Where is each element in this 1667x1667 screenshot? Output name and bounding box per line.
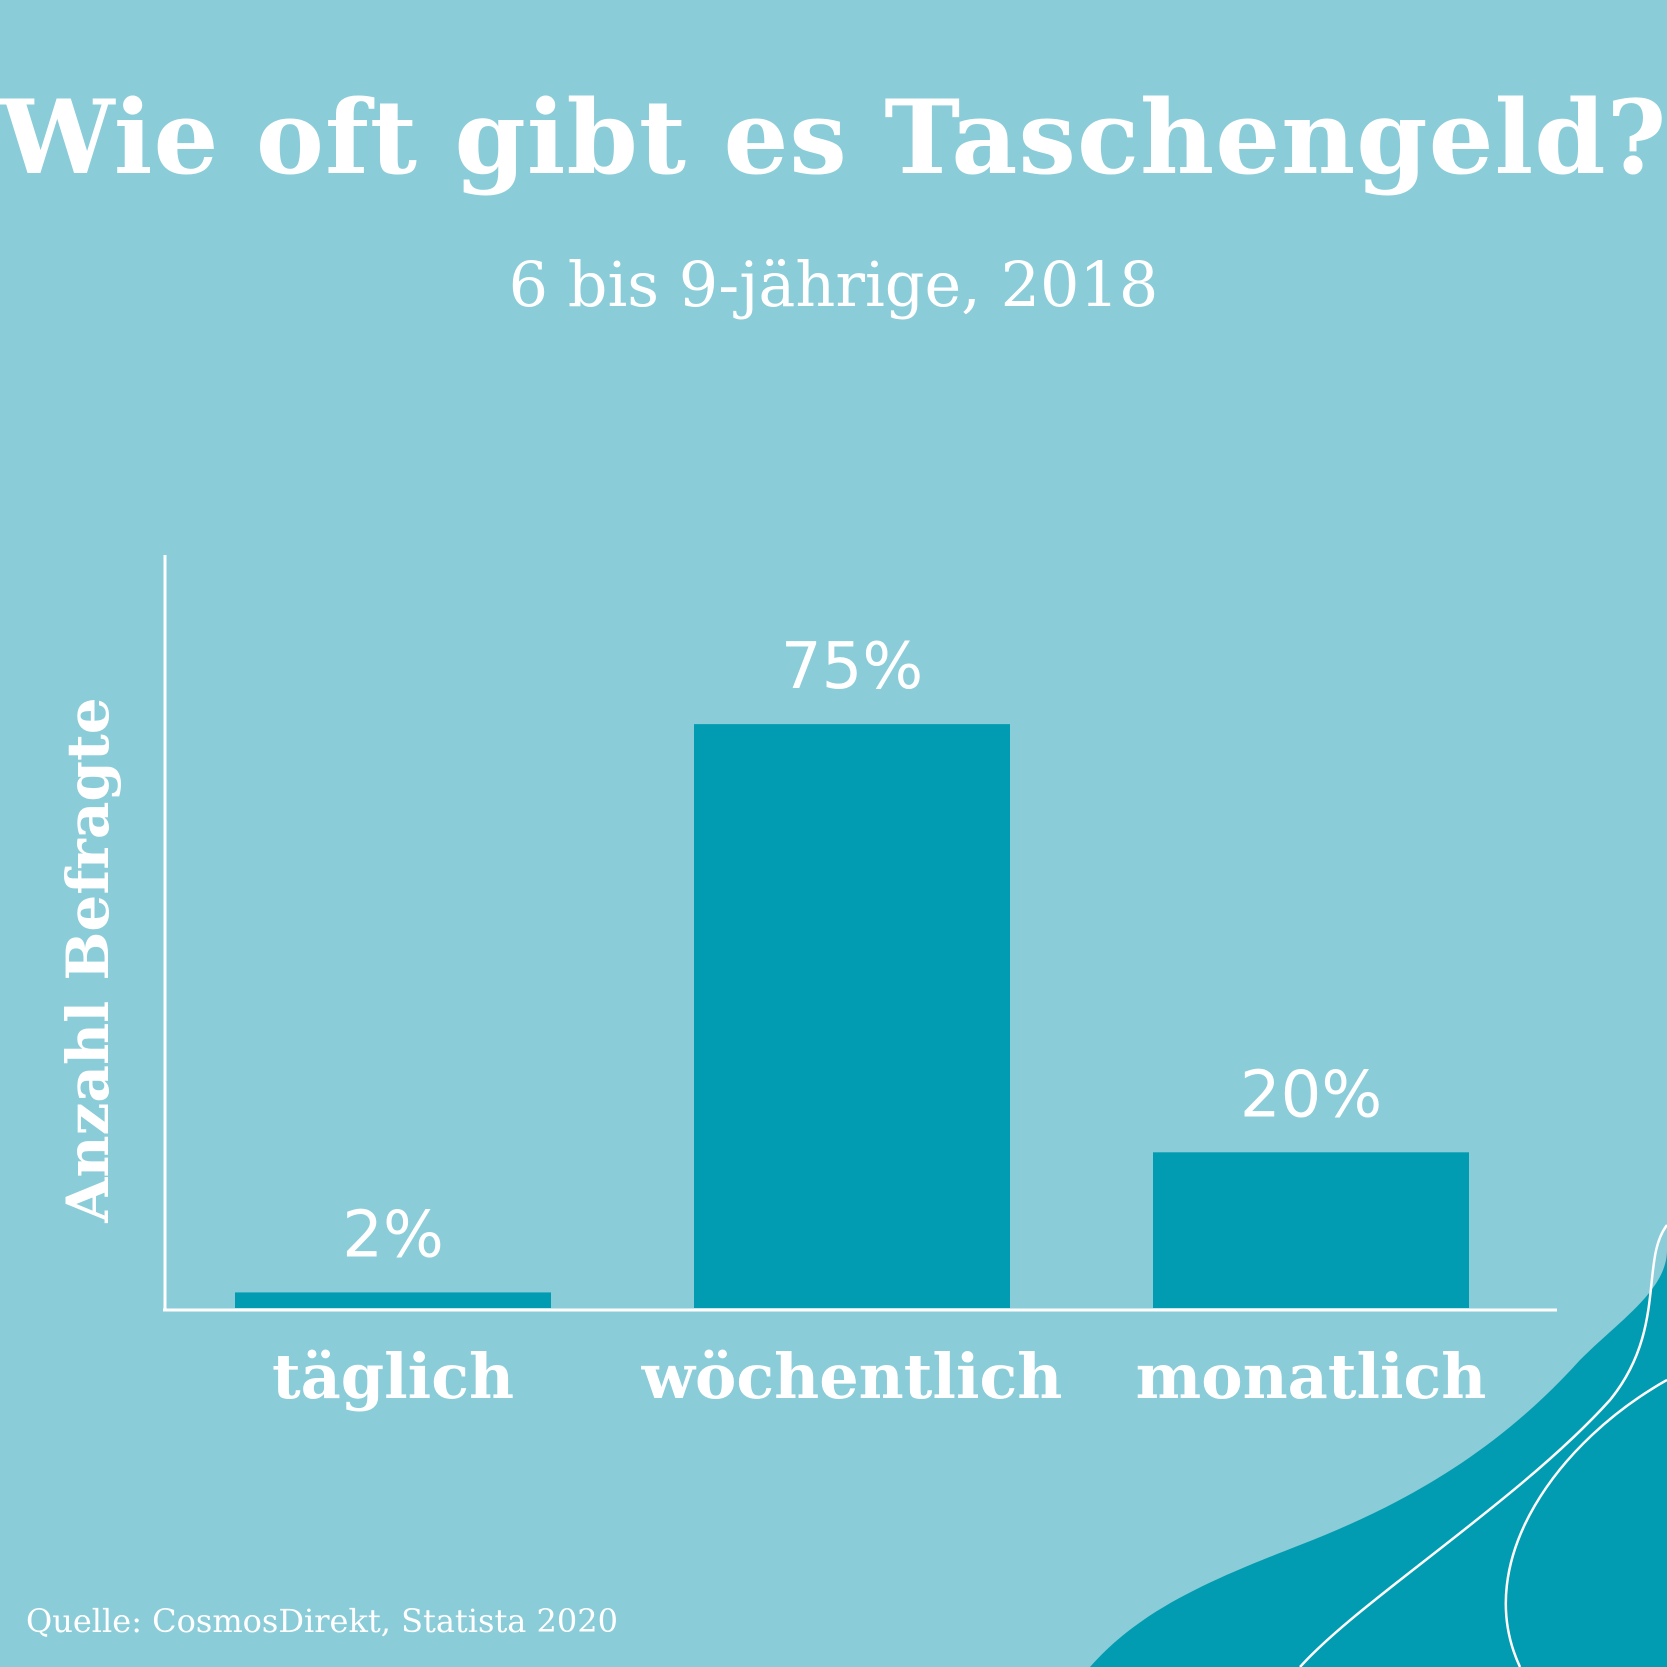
wave-line-1 — [1504, 1378, 1667, 1667]
chart-title: Wie oft gibt es Taschengeld? — [0, 78, 1667, 198]
data-labels-group: 2% 75% 20% — [342, 630, 1382, 1272]
bar-2 — [1153, 1152, 1469, 1308]
data-label-2: 20% — [1240, 1058, 1382, 1132]
bar-1 — [694, 724, 1010, 1308]
bar-0 — [235, 1292, 551, 1308]
source-note: Quelle: CosmosDirekt, Statista 2020 — [26, 1602, 618, 1640]
data-label-1: 75% — [781, 630, 923, 704]
x-tick-labels-group: täglich wöchentlich monatlich — [272, 1340, 1486, 1413]
bars-group — [235, 724, 1469, 1308]
wave-line-2 — [1299, 1224, 1667, 1667]
y-axis-label: Anzahl Befragte — [54, 697, 122, 1223]
x-tick-label-1: wöchentlich — [641, 1340, 1063, 1413]
wave-shape — [1090, 1250, 1667, 1667]
x-tick-label-0: täglich — [272, 1340, 514, 1413]
chart-subtitle: 6 bis 9-jährige, 2018 — [508, 248, 1159, 321]
x-tick-label-2: monatlich — [1136, 1340, 1487, 1413]
data-label-0: 2% — [342, 1198, 444, 1272]
